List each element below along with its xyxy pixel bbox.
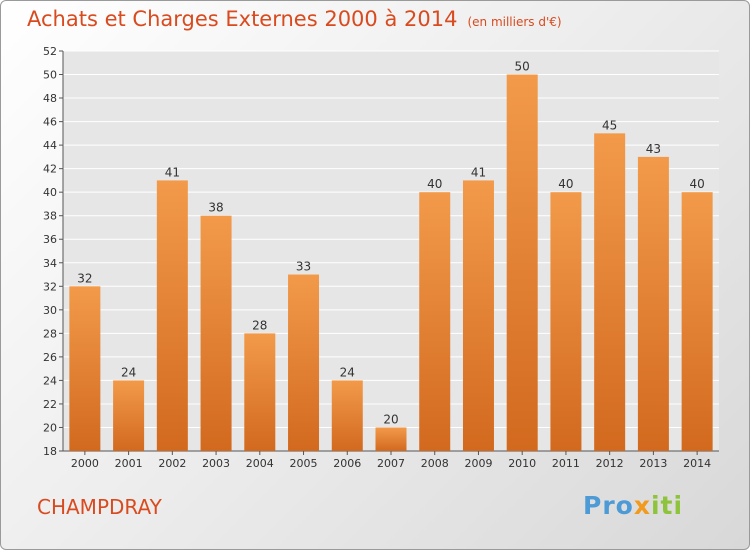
logo-part-3: iti <box>650 491 684 520</box>
y-tick-label: 44 <box>43 139 57 152</box>
commune-name: CHAMPDRAY <box>37 495 162 519</box>
bar <box>681 192 713 452</box>
bar-value-label: 50 <box>515 60 530 74</box>
chart-unit: (en milliers d'€) <box>467 15 562 29</box>
x-tick-label: 2005 <box>290 457 318 470</box>
x-tick-label: 2008 <box>421 457 449 470</box>
bar <box>462 180 494 452</box>
proxiti-logo: Proxiti <box>583 491 683 520</box>
bar-value-label: 33 <box>296 260 311 274</box>
bar-value-label: 41 <box>471 165 486 179</box>
y-tick-label: 34 <box>43 257 57 270</box>
bar-value-label: 38 <box>208 201 223 215</box>
x-tick-label: 2014 <box>683 457 711 470</box>
x-tick-label: 2000 <box>71 457 99 470</box>
bar-value-label: 40 <box>427 177 442 191</box>
y-tick-label: 52 <box>43 45 57 58</box>
y-tick-label: 26 <box>43 351 57 364</box>
bar <box>506 74 538 451</box>
bar-value-label: 20 <box>383 412 398 426</box>
bar <box>244 333 276 451</box>
y-tick-label: 38 <box>43 210 57 223</box>
x-tick-label: 2009 <box>464 457 492 470</box>
y-tick-label: 22 <box>43 398 57 411</box>
x-tick-label: 2003 <box>202 457 230 470</box>
bar-value-label: 24 <box>121 365 136 379</box>
bar <box>331 380 363 451</box>
x-tick-label: 2001 <box>115 457 143 470</box>
y-tick-label: 40 <box>43 186 57 199</box>
x-tick-label: 2011 <box>552 457 580 470</box>
bar <box>637 156 669 451</box>
bar-value-label: 45 <box>602 118 617 132</box>
bar <box>550 192 582 452</box>
bar <box>375 427 407 451</box>
bar <box>419 192 451 452</box>
bar <box>594 133 626 451</box>
y-tick-label: 46 <box>43 116 57 129</box>
bar <box>288 274 320 451</box>
bar <box>200 215 232 451</box>
y-tick-label: 28 <box>43 327 57 340</box>
x-tick-label: 2002 <box>158 457 186 470</box>
bar-value-label: 41 <box>165 165 180 179</box>
bar-value-label: 40 <box>689 177 704 191</box>
x-tick-label: 2004 <box>246 457 274 470</box>
bar-value-label: 40 <box>558 177 573 191</box>
bar-value-label: 43 <box>646 142 661 156</box>
y-tick-label: 50 <box>43 69 57 82</box>
y-tick-label: 36 <box>43 233 57 246</box>
bar <box>156 180 188 452</box>
logo-part-2: x <box>633 491 651 520</box>
x-tick-label: 2006 <box>333 457 361 470</box>
bar <box>69 286 101 451</box>
x-tick-label: 2012 <box>596 457 624 470</box>
y-tick-label: 30 <box>43 304 57 317</box>
x-tick-label: 2007 <box>377 457 405 470</box>
y-tick-label: 48 <box>43 92 57 105</box>
chart-title-text: Achats et Charges Externes 2000 à 2014 <box>27 7 458 31</box>
logo-part-1: Pro <box>583 491 634 520</box>
bar-value-label: 24 <box>340 365 355 379</box>
y-tick-label: 32 <box>43 280 57 293</box>
x-tick-label: 2010 <box>508 457 536 470</box>
bar-value-label: 32 <box>77 271 92 285</box>
chart-title: Achats et Charges Externes 2000 à 2014 (e… <box>27 7 562 31</box>
bar-value-label: 28 <box>252 318 267 332</box>
y-tick-label: 42 <box>43 163 57 176</box>
y-tick-label: 20 <box>43 421 57 434</box>
y-tick-label: 24 <box>43 374 57 387</box>
x-tick-label: 2013 <box>639 457 667 470</box>
bar <box>113 380 145 451</box>
y-tick-label: 18 <box>43 445 57 458</box>
